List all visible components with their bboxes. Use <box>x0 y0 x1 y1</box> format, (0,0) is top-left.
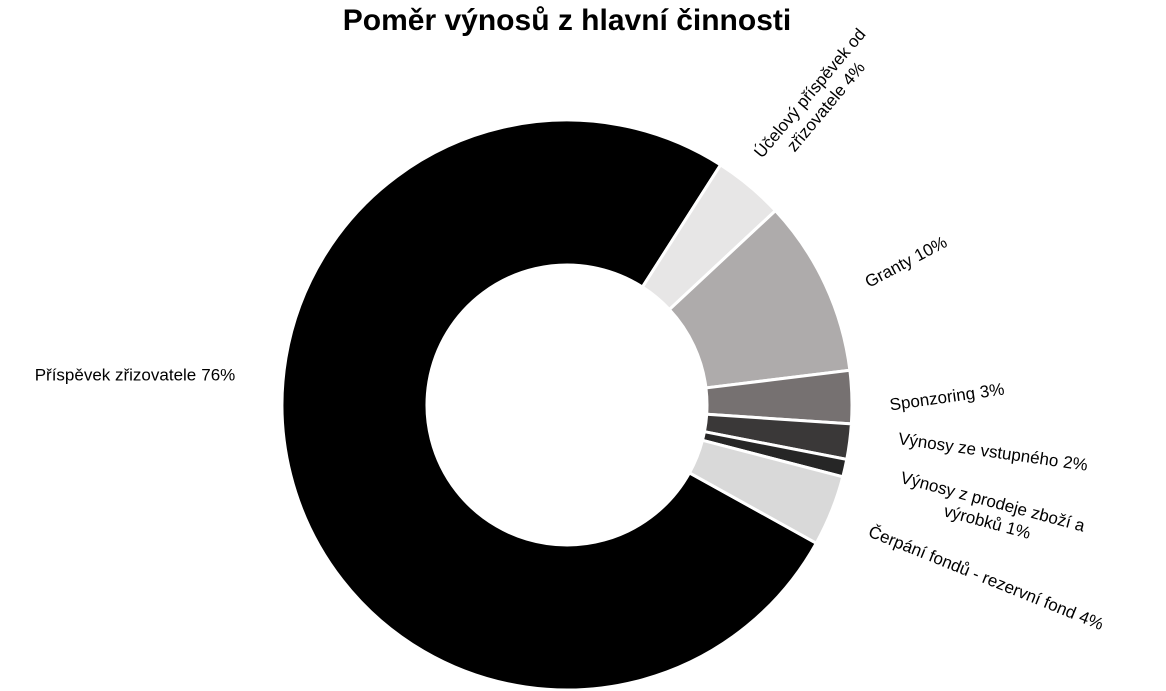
donut-slice <box>687 438 845 546</box>
chart-title: Poměr výnosů z hlavní činnosti <box>342 4 792 37</box>
donut-slice <box>280 118 819 691</box>
category-name: Příspěvek zřizovatele <box>34 365 197 385</box>
value-label: 2% <box>1062 452 1089 475</box>
slice-label: Příspěvek zřizovatele 76% <box>0 365 285 386</box>
value-label: 76% <box>201 365 236 385</box>
value-label: 3% <box>978 379 1006 402</box>
